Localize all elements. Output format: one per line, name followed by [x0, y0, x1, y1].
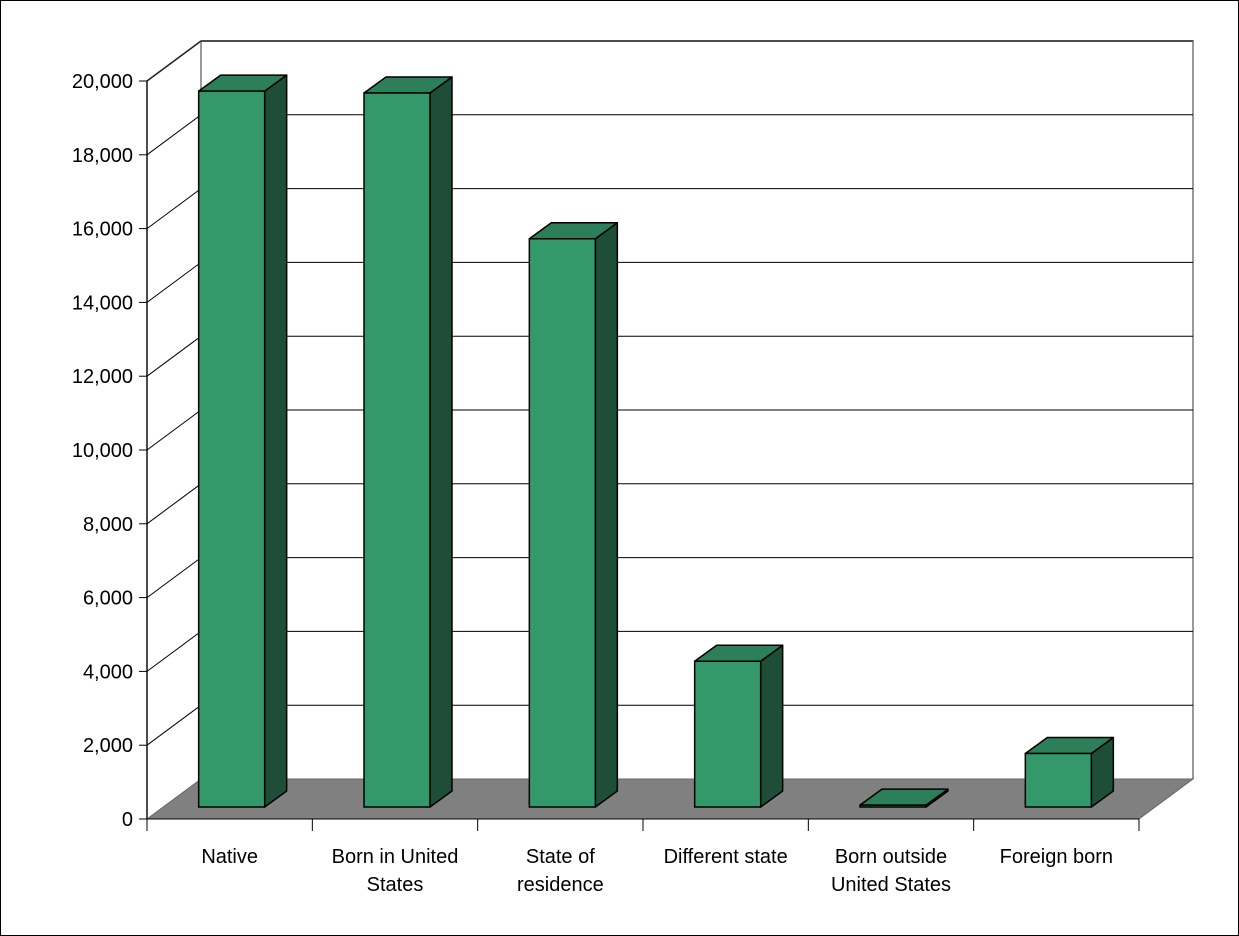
- category-label-1-line-0: Born in United: [332, 846, 459, 868]
- side-gridline-7: [146, 261, 202, 303]
- y-tick-label-9: 18,000: [72, 145, 133, 167]
- gridlines: [146, 40, 1193, 746]
- side-gridline-6: [146, 335, 202, 377]
- bar-5: [1024, 736, 1115, 808]
- y-axis-tick-labels: 0 2,000 4,000 6,000 8,000 10,000 12,000 14,000 1…: [72, 71, 133, 831]
- bar-2: [528, 221, 619, 808]
- y-tick-label-10: 20,000: [72, 71, 133, 93]
- side-gridline-9: [146, 114, 202, 156]
- side-gridline-1: [146, 704, 202, 746]
- y-tick-label-4: 8,000: [83, 514, 133, 536]
- bar-side-3: [759, 644, 784, 808]
- category-label-0-line-0: Native: [201, 846, 258, 868]
- y-tick-label-2: 4,000: [83, 661, 133, 683]
- y-tick-label-5: 10,000: [72, 440, 133, 462]
- bar-1: [363, 76, 453, 808]
- side-gridline-8: [146, 188, 202, 230]
- bar-front-0: [197, 90, 266, 808]
- axes: [139, 80, 1140, 831]
- category-label-1-line-1: States: [367, 874, 424, 896]
- category-label-1: Born in United States: [332, 846, 459, 896]
- bars: [197, 74, 1115, 808]
- category-label-3: Different state: [664, 846, 788, 868]
- bar-3: [693, 644, 784, 808]
- category-label-2-line-1: residence: [517, 874, 604, 896]
- side-gridline-3: [146, 557, 202, 599]
- category-label-5-line-0: Foreign born: [1000, 846, 1113, 868]
- y-tick-label-1: 2,000: [83, 735, 133, 757]
- bar-4: [859, 788, 949, 808]
- category-label-4: Born outside United States: [831, 846, 951, 896]
- y-tick-label-6: 12,000: [72, 366, 133, 388]
- chart-walls: [146, 40, 1194, 819]
- category-label-5: Foreign born: [1000, 846, 1113, 868]
- category-label-2: State of residence: [517, 846, 604, 896]
- bar-0: [197, 74, 288, 808]
- bar-side-1: [429, 76, 453, 808]
- category-label-2-line-0: State of: [526, 846, 595, 868]
- side-gridline-4: [146, 483, 202, 525]
- bar-side-0: [263, 74, 288, 808]
- category-label-4-line-1: United States: [831, 874, 951, 896]
- category-label-3-line-0: Different state: [664, 846, 788, 868]
- y-tick-label-7: 14,000: [72, 292, 133, 314]
- y-tick-label-0: 0: [122, 809, 133, 831]
- y-tick-label-3: 6,000: [83, 588, 133, 610]
- bar-side-2: [594, 221, 619, 808]
- side-gridline-10: [146, 40, 202, 82]
- bar-front-2: [528, 237, 597, 808]
- wall-outline: [146, 40, 1194, 819]
- x-axis-category-labels: Native Born in United States State of reside…: [201, 846, 1113, 896]
- category-label-4-line-0: Born outside: [835, 846, 947, 868]
- bar-front-4: [859, 804, 927, 808]
- category-label-0: Native: [201, 846, 258, 868]
- bar-front-5: [1024, 752, 1093, 808]
- y-tick-label-8: 16,000: [72, 219, 133, 241]
- bar-front-1: [363, 92, 431, 808]
- side-gridline-5: [146, 409, 202, 451]
- side-gridline-2: [146, 630, 202, 672]
- bar-front-3: [693, 660, 762, 808]
